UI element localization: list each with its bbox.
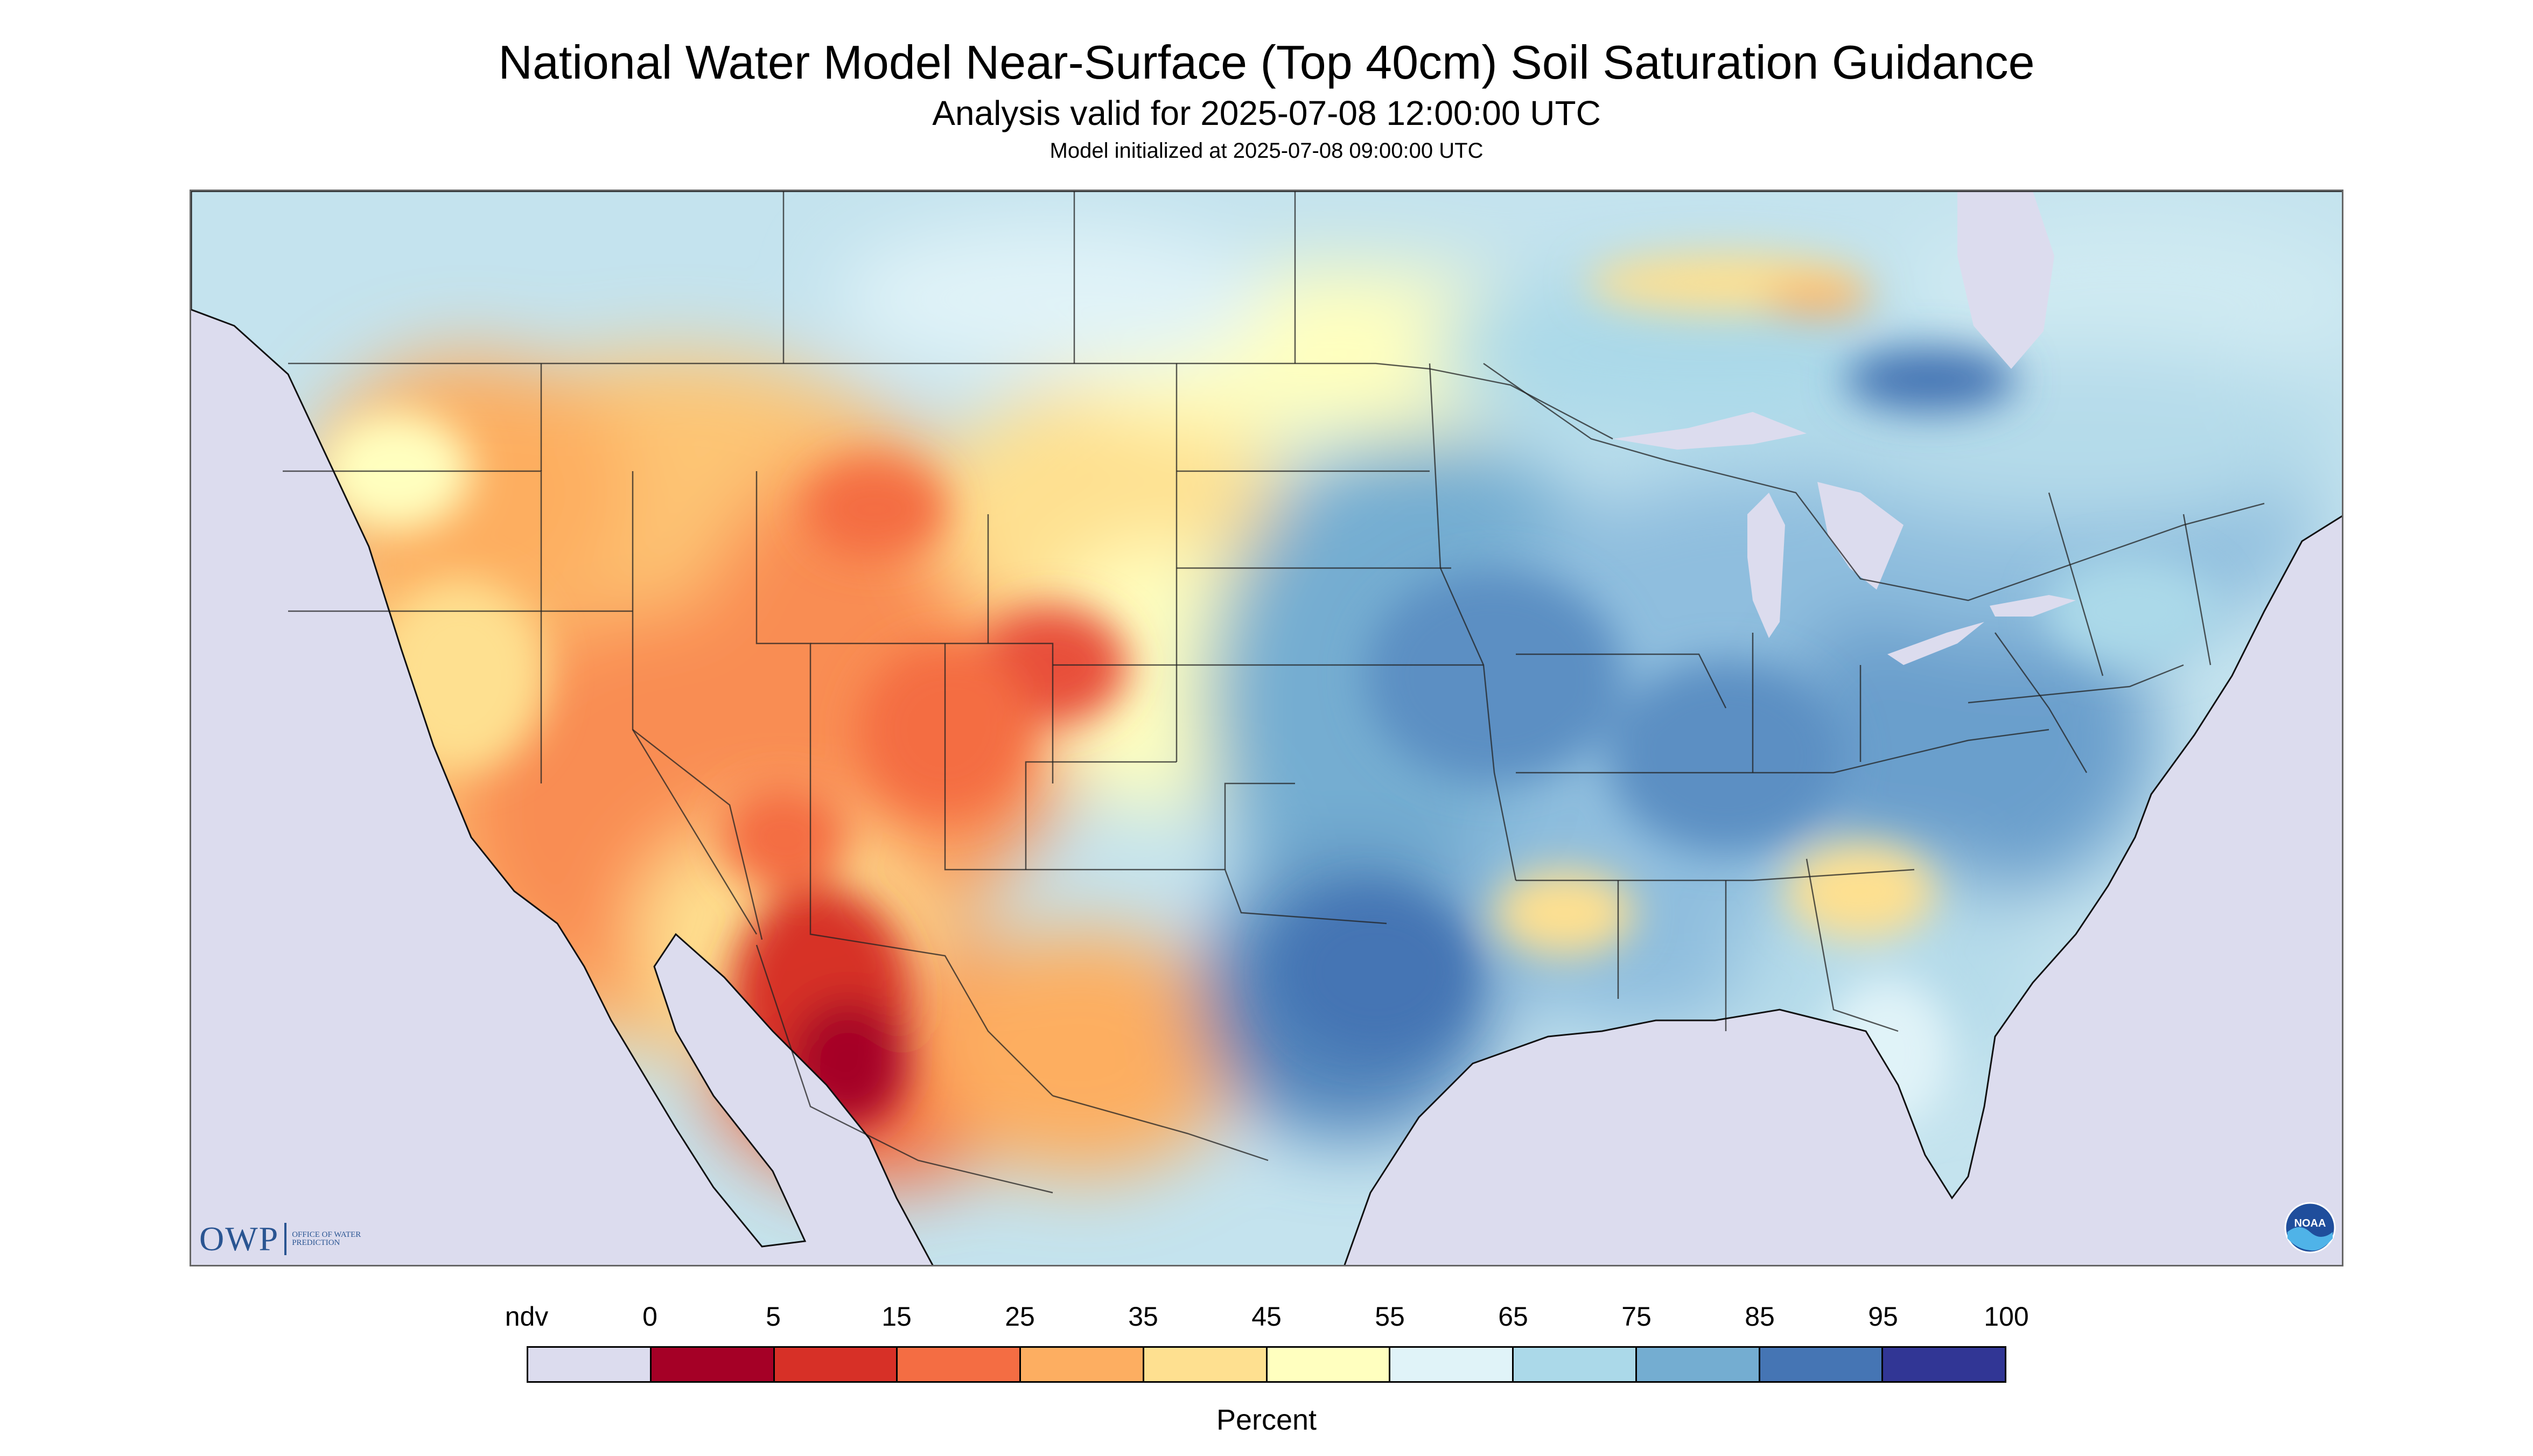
legend-swatch-6 <box>1267 1348 1391 1381</box>
legend-label-85: 85 <box>1745 1301 1775 1332</box>
lake-ontario <box>1990 595 2076 617</box>
chart-title: National Water Model Near-Surface (Top 4… <box>498 36 2035 89</box>
legend-label-ndv: ndv <box>505 1301 549 1332</box>
legend-label-35: 35 <box>1128 1301 1158 1332</box>
owp-logo-divider <box>284 1223 287 1255</box>
legend-label-25: 25 <box>1005 1301 1035 1332</box>
noaa-logo: NOAA <box>2284 1202 2336 1254</box>
state-boundaries <box>283 191 2265 1194</box>
legend-swatch-4 <box>1021 1348 1144 1381</box>
legend-swatch-9 <box>1636 1348 1760 1381</box>
legend-label-55: 55 <box>1375 1301 1405 1332</box>
noaa-logo-text: NOAA <box>2294 1217 2326 1229</box>
legend-label-75: 75 <box>1621 1301 1652 1332</box>
legend-swatch-2 <box>774 1348 898 1381</box>
legend-label-95: 95 <box>1868 1301 1898 1332</box>
legend-label-45: 45 <box>1251 1301 1282 1332</box>
lake-superior <box>1613 412 1807 450</box>
valid-time-subtitle: Analysis valid for 2025-07-08 12:00:00 U… <box>932 94 1601 132</box>
legend-colorbar <box>527 1346 2006 1383</box>
owp-logo-subtext: OFFICE OF WATER PREDICTION <box>292 1230 361 1247</box>
legend-swatch-10 <box>1760 1348 1884 1381</box>
lake-michigan <box>1747 493 1785 638</box>
legend-label-0: 0 <box>642 1301 657 1332</box>
map-canvas <box>191 191 2342 1265</box>
legend-label-15: 15 <box>881 1301 912 1332</box>
legend-label-100: 100 <box>1984 1301 2029 1332</box>
saturation-field <box>191 191 2342 1265</box>
owp-logo-text: OWP <box>199 1220 279 1258</box>
legend-units: Percent <box>1216 1404 1317 1436</box>
legend-swatch-11 <box>1883 1348 2005 1381</box>
lake-erie <box>1887 622 1984 665</box>
model-init-time: Model initialized at 2025-07-08 09:00:00… <box>1049 139 1484 163</box>
legend-swatch-5 <box>1144 1348 1268 1381</box>
soil-saturation-map <box>190 190 2343 1266</box>
legend-swatch-1 <box>651 1348 775 1381</box>
legend-swatch-0 <box>528 1348 652 1381</box>
legend-swatch-7 <box>1390 1348 1514 1381</box>
legend-label-5: 5 <box>766 1301 781 1332</box>
legend-swatch-8 <box>1514 1348 1637 1381</box>
legend-labels: ndv 0 5 15 25 35 45 55 65 75 85 95 100 <box>0 1301 2533 1339</box>
legend-label-65: 65 <box>1498 1301 1528 1332</box>
legend-swatch-3 <box>898 1348 1021 1381</box>
lake-huron <box>1817 482 1904 590</box>
hudson-bay <box>1957 191 2054 369</box>
owp-logo: OWP OFFICE OF WATER PREDICTION <box>199 1219 362 1259</box>
